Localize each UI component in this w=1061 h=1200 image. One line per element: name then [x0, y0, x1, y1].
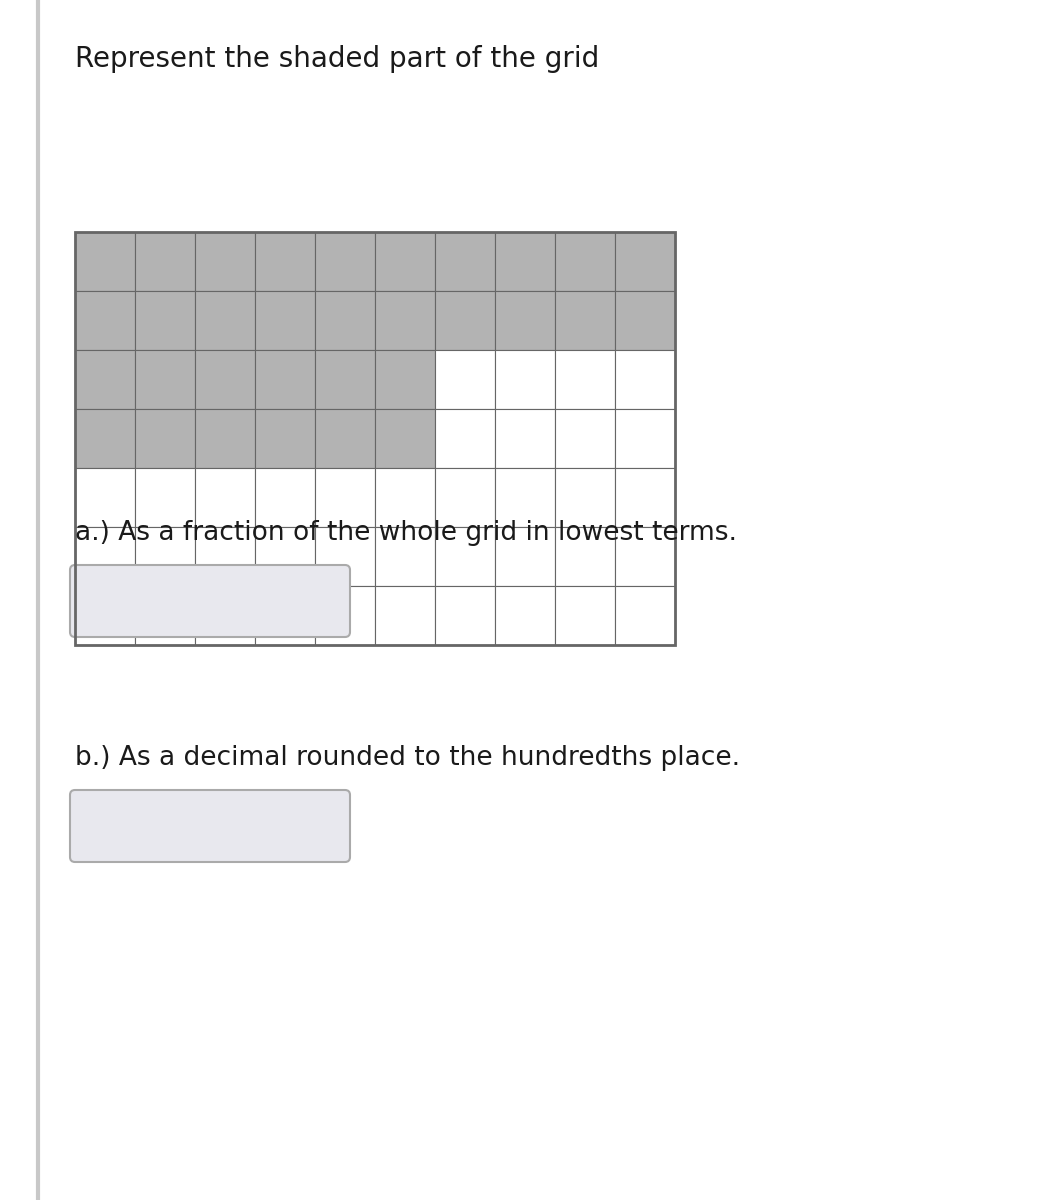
Bar	[255, 586, 315, 646]
Bar	[135, 290, 195, 350]
Bar	[195, 232, 255, 290]
Bar	[255, 468, 315, 527]
Bar	[495, 232, 555, 290]
Bar	[375, 232, 435, 290]
Bar	[135, 527, 195, 586]
Bar	[135, 409, 195, 468]
Bar	[75, 409, 135, 468]
Bar	[495, 409, 555, 468]
Bar	[75, 232, 135, 290]
Bar	[615, 232, 675, 290]
Bar	[315, 350, 375, 409]
Bar	[555, 232, 615, 290]
Bar	[435, 290, 495, 350]
Bar	[255, 232, 315, 290]
Bar	[195, 468, 255, 527]
Bar	[615, 468, 675, 527]
Bar	[255, 409, 315, 468]
Bar	[195, 527, 255, 586]
Bar	[135, 350, 195, 409]
Bar	[615, 350, 675, 409]
Bar	[75, 290, 135, 350]
Bar	[375, 468, 435, 527]
Bar	[195, 409, 255, 468]
Bar	[435, 409, 495, 468]
Bar	[555, 409, 615, 468]
Bar	[315, 586, 375, 646]
Bar	[195, 586, 255, 646]
Bar	[555, 527, 615, 586]
Bar	[495, 290, 555, 350]
Bar	[75, 586, 135, 646]
Bar	[435, 586, 495, 646]
Bar	[375, 290, 435, 350]
Bar	[255, 527, 315, 586]
Bar	[435, 232, 495, 290]
Bar	[75, 468, 135, 527]
Bar	[315, 232, 375, 290]
FancyBboxPatch shape	[70, 790, 350, 862]
Bar	[255, 350, 315, 409]
Bar	[75, 232, 675, 646]
Bar	[315, 409, 375, 468]
Bar	[555, 468, 615, 527]
Bar	[495, 350, 555, 409]
Bar	[315, 290, 375, 350]
Bar	[495, 468, 555, 527]
Bar	[615, 527, 675, 586]
Bar	[75, 350, 135, 409]
Bar	[375, 586, 435, 646]
Text: Represent the shaded part of the grid: Represent the shaded part of the grid	[75, 44, 599, 73]
Bar	[195, 350, 255, 409]
Bar	[615, 409, 675, 468]
Bar	[375, 409, 435, 468]
Bar	[135, 468, 195, 527]
Bar	[555, 290, 615, 350]
Bar	[135, 586, 195, 646]
Bar	[135, 232, 195, 290]
Bar	[555, 586, 615, 646]
Bar	[495, 527, 555, 586]
Bar	[495, 586, 555, 646]
Bar	[555, 350, 615, 409]
Bar	[615, 290, 675, 350]
Bar	[255, 290, 315, 350]
Bar	[195, 290, 255, 350]
Bar	[615, 586, 675, 646]
FancyBboxPatch shape	[70, 565, 350, 637]
Text: b.) As a decimal rounded to the hundredths place.: b.) As a decimal rounded to the hundredt…	[75, 745, 741, 770]
Bar	[315, 468, 375, 527]
Bar	[435, 350, 495, 409]
Bar	[435, 468, 495, 527]
Text: a.) As a fraction of the whole grid in lowest terms.: a.) As a fraction of the whole grid in l…	[75, 520, 737, 546]
Bar	[315, 527, 375, 586]
Bar	[375, 527, 435, 586]
Bar	[435, 527, 495, 586]
Bar	[75, 527, 135, 586]
Bar	[375, 350, 435, 409]
